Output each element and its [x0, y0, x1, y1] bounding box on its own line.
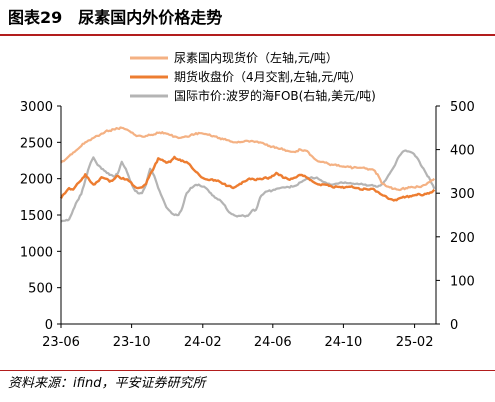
- series-line-3: [60, 149, 436, 223]
- title-rule: [0, 34, 495, 36]
- y-left-tick-label: 500: [28, 282, 53, 297]
- y-right-tick-label: 400: [450, 144, 475, 159]
- y-left-tick-label: 2500: [20, 136, 53, 151]
- x-tick-label: 25-02: [396, 335, 434, 350]
- y-right-tick-label: 500: [450, 100, 475, 115]
- legend-label-3: 国际市价:波罗的海FOB(右轴,美元/吨): [174, 88, 376, 103]
- legend-label-2: 期货收盘价（4月交割,左轴,元/吨）: [174, 69, 361, 84]
- x-tick-label: 24-06: [254, 335, 292, 350]
- price-chart: 尿素国内现货价（左轴,元/吨） 期货收盘价（4月交割,左轴,元/吨） 国际市价:波罗…: [20, 50, 475, 350]
- chart-legend: 尿素国内现货价（左轴,元/吨） 期货收盘价（4月交割,左轴,元/吨） 国际市价:波罗…: [130, 50, 376, 103]
- figure-title-text: 尿素国内外价格走势: [78, 8, 223, 27]
- y-left-tick-label: 2000: [20, 173, 53, 188]
- source-rule: [0, 370, 495, 371]
- y-left-tick-label: 3000: [20, 100, 53, 115]
- legend-label-1: 尿素国内现货价（左轴,元/吨）: [174, 50, 338, 65]
- y-right-tick-label: 0: [450, 318, 458, 333]
- axes-layer: 0 500 1000 1500 2000 2500 3000 0 100 200 300 400 500…: [20, 100, 475, 350]
- y-left-tick-label: 1000: [20, 245, 53, 260]
- source-note: 资料来源：ifind，平安证券研究所: [8, 376, 206, 391]
- series-line-2: [59, 155, 436, 202]
- y-right-tick-label: 200: [450, 231, 475, 246]
- x-tick-label: 24-10: [325, 335, 363, 350]
- figure-title: 图表29 尿素国内外价格走势: [8, 6, 222, 30]
- x-tick-label: 23-10: [113, 335, 151, 350]
- y-right-tick-label: 300: [450, 187, 475, 202]
- x-tick-label: 24-02: [184, 335, 222, 350]
- y-right-tick-label: 100: [450, 274, 475, 289]
- y-left-tick-label: 0: [45, 318, 53, 333]
- x-tick-label: 23-06: [42, 335, 80, 350]
- series-layer: [59, 126, 436, 223]
- figure-number: 图表29: [8, 8, 63, 27]
- series-line-1: [60, 126, 436, 192]
- y-left-tick-label: 1500: [20, 209, 53, 224]
